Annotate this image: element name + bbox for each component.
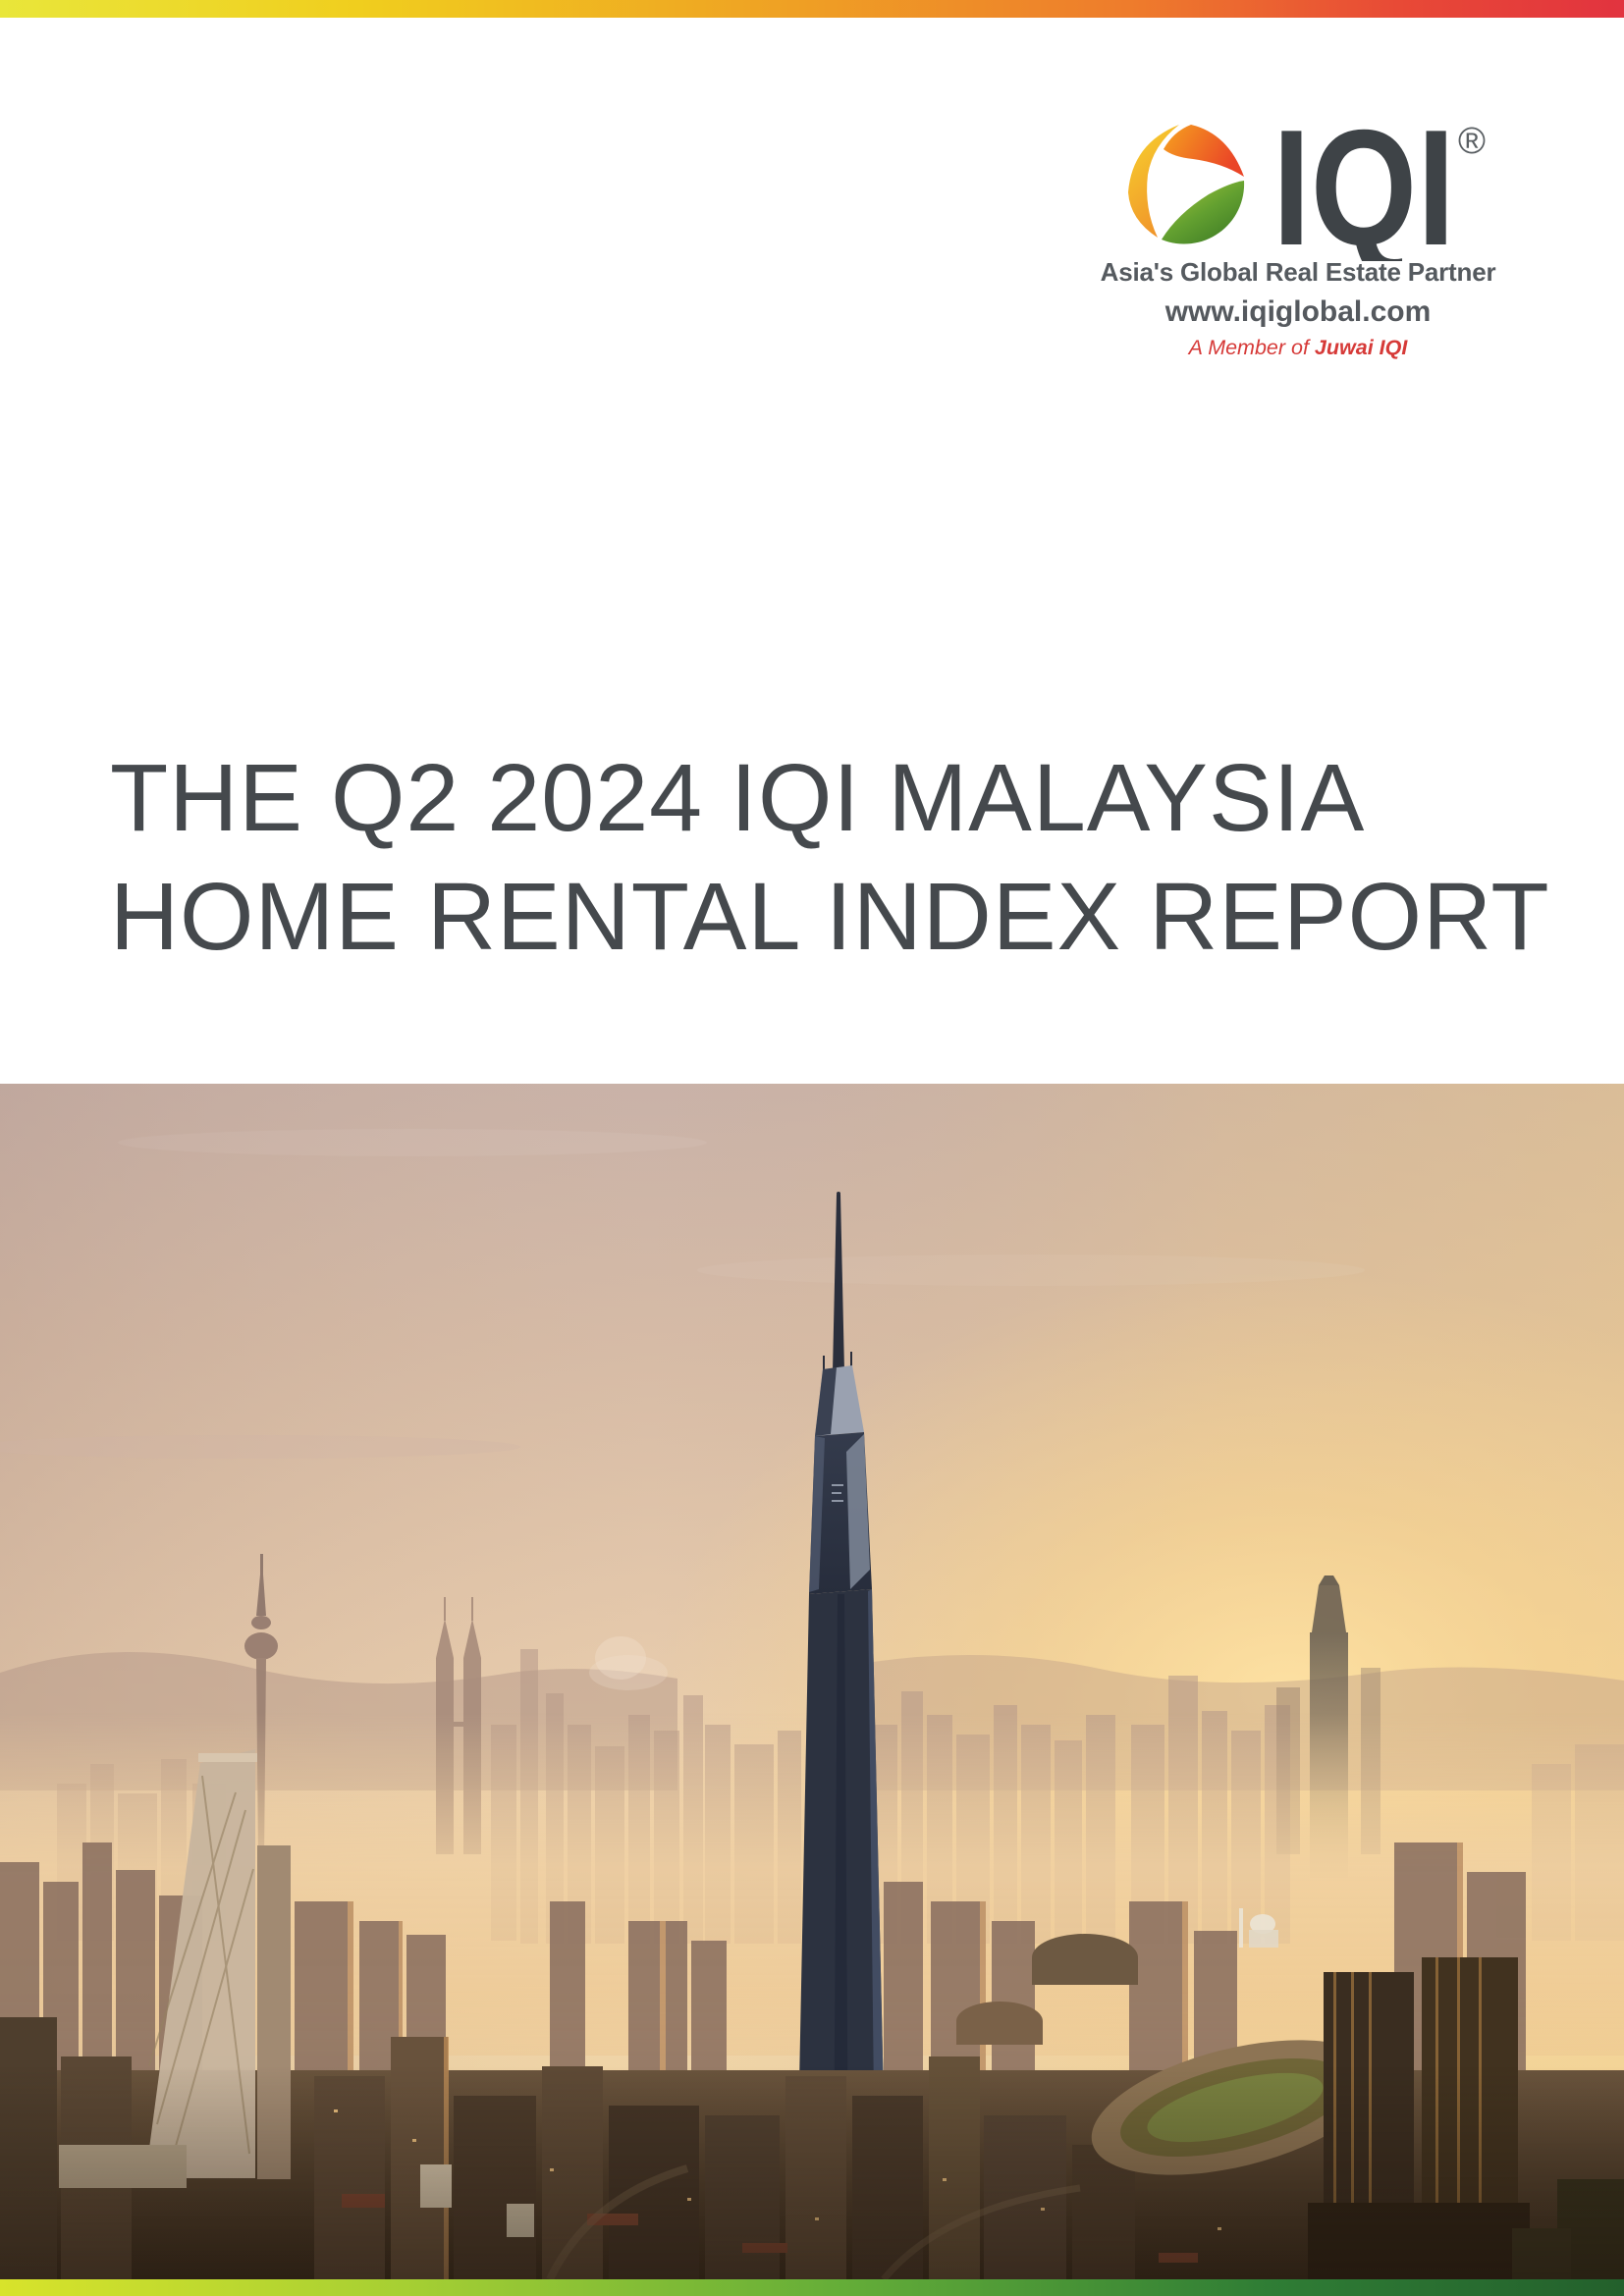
iqi-globe-icon <box>1126 125 1246 244</box>
kl-skyline-cover-photo <box>0 1084 1624 2279</box>
report-title-line1: THE Q2 2024 IQI MALAYSIA <box>110 744 1366 851</box>
mosque <box>1239 1908 1278 1948</box>
member-line: A Member of Juwai IQI <box>1060 336 1536 360</box>
report-title-line2: HOME RENTAL INDEX REPORT <box>110 863 1550 970</box>
top-gradient-bar <box>0 0 1624 18</box>
brand-tagline: Asia's Global Real Estate Partner <box>1100 257 1496 287</box>
iqi-wordmark: IQI <box>1272 114 1455 261</box>
report-title: THE Q2 2024 IQI MALAYSIA HOME RENTAL IND… <box>110 738 1563 976</box>
stadium-domes <box>956 1934 1138 2045</box>
member-prefix: A Member of <box>1188 336 1315 359</box>
juwai-iqi-brand: Juwai IQI <box>1314 336 1408 359</box>
bottom-gradient-bar <box>0 2279 1624 2296</box>
registered-trademark-symbol: ® <box>1458 121 1486 162</box>
iqi-logo: IQI ® <box>1126 114 1486 261</box>
merdeka-118-tower <box>797 1192 886 2183</box>
brand-website-url: www.iqiglobal.com <box>1164 295 1432 328</box>
bottom-vignette <box>0 2066 1624 2279</box>
smoke-plume <box>589 1636 668 1690</box>
